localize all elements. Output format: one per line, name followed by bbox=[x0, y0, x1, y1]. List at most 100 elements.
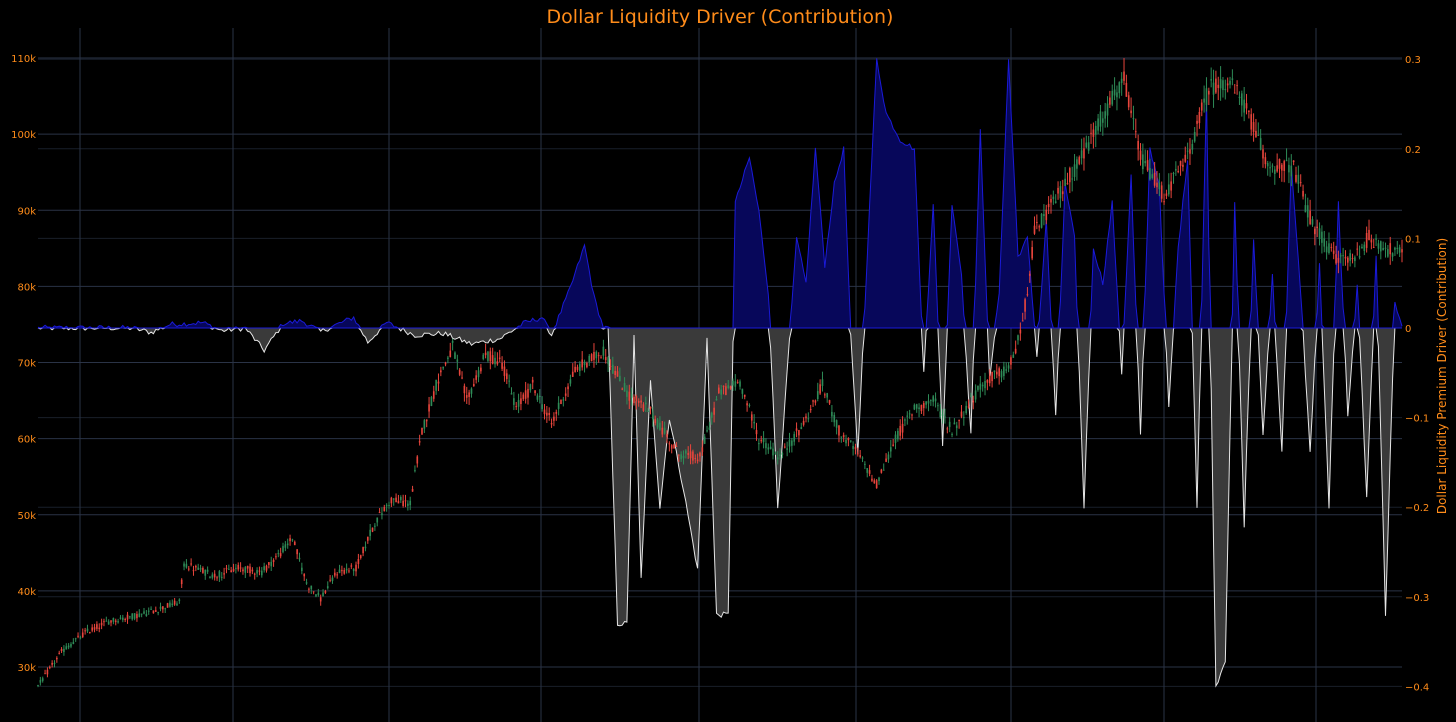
negative-premium-area bbox=[38, 328, 1402, 686]
candle-body bbox=[1160, 185, 1163, 199]
candle-body bbox=[741, 388, 744, 394]
candle-body bbox=[166, 603, 169, 608]
candle-body bbox=[1191, 143, 1194, 150]
candle-body bbox=[1113, 89, 1116, 96]
candle-body bbox=[289, 538, 291, 542]
candle-body bbox=[1269, 167, 1271, 169]
candle-body bbox=[988, 375, 991, 384]
candle-body bbox=[854, 446, 857, 450]
candle-body bbox=[899, 425, 902, 436]
candle-body bbox=[117, 621, 119, 623]
candle-body bbox=[531, 379, 534, 383]
candle-body bbox=[1193, 131, 1196, 142]
candle-body bbox=[397, 500, 400, 504]
candle-body bbox=[89, 632, 91, 634]
candle-body bbox=[927, 400, 930, 404]
candle-body bbox=[463, 385, 466, 394]
candle-body bbox=[991, 371, 993, 382]
candle-body bbox=[1106, 103, 1109, 116]
candle-body bbox=[183, 563, 185, 567]
candle-body bbox=[652, 414, 654, 420]
candle-body bbox=[970, 395, 972, 397]
candle-body bbox=[1379, 241, 1382, 252]
right-tick-label: 0.2 bbox=[1405, 145, 1421, 156]
candle-body bbox=[593, 351, 595, 360]
candle-body bbox=[609, 366, 612, 368]
candle-body bbox=[369, 529, 371, 536]
candle-body bbox=[46, 669, 49, 675]
candle-body bbox=[1144, 161, 1147, 164]
candle-body bbox=[157, 612, 159, 614]
candle-body bbox=[571, 371, 574, 377]
candle-body bbox=[1236, 85, 1238, 87]
candle-body bbox=[202, 567, 204, 573]
candle-body bbox=[1045, 209, 1048, 221]
candle-body bbox=[743, 394, 746, 397]
candle-body bbox=[1134, 131, 1137, 133]
candle-body bbox=[538, 395, 541, 398]
candle-body bbox=[338, 569, 341, 573]
candle-body bbox=[1342, 255, 1344, 257]
candle-body bbox=[1222, 80, 1224, 91]
candle-body bbox=[1233, 92, 1236, 94]
candle-body bbox=[440, 370, 442, 373]
candle-body bbox=[1040, 213, 1043, 228]
candle-body bbox=[366, 536, 369, 541]
candle-body bbox=[859, 455, 861, 457]
candle-body bbox=[1332, 250, 1335, 254]
candle-body bbox=[1363, 244, 1366, 251]
right-tick-label: −0.4 bbox=[1405, 682, 1429, 693]
candle-body bbox=[152, 610, 155, 614]
candle-body bbox=[628, 391, 631, 401]
candle-body bbox=[1278, 158, 1281, 169]
candle-body bbox=[1050, 198, 1052, 203]
candle-body bbox=[670, 445, 673, 449]
candle-body bbox=[1014, 348, 1017, 354]
candle-body bbox=[727, 385, 730, 389]
candle-body bbox=[922, 403, 925, 409]
candle-body bbox=[755, 430, 758, 435]
candle-body bbox=[421, 427, 423, 435]
candle-body bbox=[1007, 365, 1010, 369]
candle-body bbox=[107, 621, 110, 625]
candle-body bbox=[1219, 79, 1222, 89]
candle-body bbox=[211, 574, 214, 578]
candle-body bbox=[501, 362, 503, 369]
candle-body bbox=[692, 451, 694, 461]
candle-body bbox=[555, 411, 558, 414]
candle-body bbox=[774, 452, 777, 454]
candle-body bbox=[819, 384, 821, 394]
candle-body bbox=[1252, 122, 1255, 132]
candle-body bbox=[524, 390, 527, 399]
right-tick-label: −0.3 bbox=[1405, 593, 1429, 604]
candle-body bbox=[496, 361, 499, 365]
candle-body bbox=[1302, 190, 1304, 197]
candle-body bbox=[1182, 164, 1184, 167]
candle-body bbox=[482, 354, 485, 359]
candle-body bbox=[110, 620, 112, 623]
candle-body bbox=[788, 439, 791, 447]
candle-body bbox=[534, 390, 536, 393]
candle-body bbox=[977, 385, 979, 390]
candle-body bbox=[993, 370, 996, 373]
candle-body bbox=[680, 454, 682, 460]
candle-body bbox=[666, 433, 668, 437]
candle-body bbox=[145, 614, 148, 617]
candle-body bbox=[663, 427, 666, 434]
candle-body bbox=[437, 381, 440, 384]
candle-body bbox=[1064, 178, 1066, 186]
candle-body bbox=[232, 569, 235, 572]
candle-body bbox=[355, 564, 357, 572]
candle-body bbox=[953, 422, 956, 425]
candle-body bbox=[305, 582, 308, 584]
candle-body bbox=[913, 404, 916, 410]
candle-body bbox=[642, 404, 645, 411]
candle-body bbox=[597, 355, 600, 357]
candle-body bbox=[1372, 246, 1375, 248]
candle-body bbox=[958, 420, 960, 422]
candle-body bbox=[1309, 210, 1311, 224]
candle-body bbox=[1151, 174, 1154, 178]
right-tick-label: 0 bbox=[1405, 324, 1411, 335]
candle-body bbox=[1203, 98, 1205, 103]
right-axis-ticks: −0.4 −0.3 −0.2 −0.1 0 0.1 0.2 0.3 bbox=[1405, 55, 1429, 693]
